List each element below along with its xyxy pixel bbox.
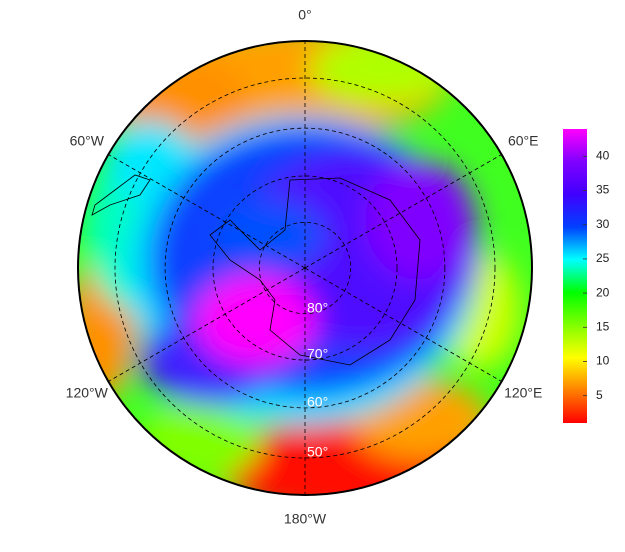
longitude-label: 180°W [284,511,327,527]
graticule [108,41,502,495]
latitude-label: 50° [307,444,328,460]
meridian-line [304,267,502,382]
coastline [91,174,151,216]
longitude-label: 120°E [504,385,542,401]
colorbar-tick-label: 10 [596,354,610,368]
colorbar-tick-label: 20 [596,285,610,299]
data-field [78,41,532,495]
latitude-label: 80° [307,299,328,315]
meridian-line [108,154,306,269]
latitude-line [212,175,398,361]
longitude-label: 60°E [508,133,539,149]
colorbar-tick-label: 25 [596,251,610,265]
colorbar-tick-label: 30 [596,217,610,231]
latitude-label: 60° [307,394,328,410]
meridian-line [304,154,502,269]
colorbar-tick-label: 5 [596,388,603,402]
colorbar-tick-label: 40 [596,149,610,163]
meridian-line [108,267,306,382]
longitude-label: 120°W [66,385,109,401]
colorbar: 5 10 15 20 25 30 35 40 [563,129,610,423]
longitude-label: 0° [298,7,311,23]
colorbar-tick-label: 35 [596,183,610,197]
latitude-line [114,77,496,459]
longitude-label: 60°W [70,133,105,149]
coastline [209,177,421,366]
labels: 80° 70° 60° 50° 0° 60°E 120°E 180°W 120°W 60°W [66,7,543,527]
latitude-line [164,127,446,409]
colorbar-scale [563,129,587,423]
colorbar-tick-label: 15 [596,319,610,333]
map-border [77,40,533,496]
latitude-label: 70° [307,346,328,362]
